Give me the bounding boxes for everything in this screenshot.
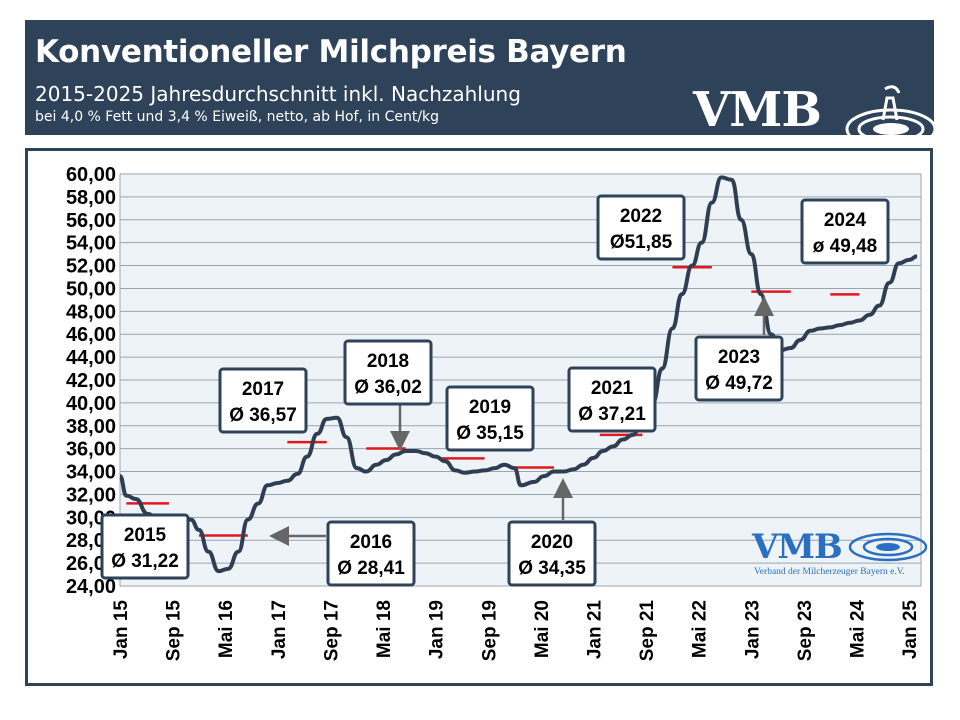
callout-2023: 2023 Ø 49,72 xyxy=(694,335,784,402)
callout-value: Ø 28,41 xyxy=(337,558,405,579)
vmb-bottom-swirl-icon xyxy=(848,532,928,562)
y-tick-label: 44,00 xyxy=(66,347,116,369)
vmb-logo-text: VMB xyxy=(693,82,822,138)
callout-year: 2015 xyxy=(124,525,167,546)
callout-2024: 2024 ø 49,48 xyxy=(800,198,890,265)
x-tick-label: Sep 21 xyxy=(637,600,658,662)
callout-value: Ø 31,22 xyxy=(111,551,179,572)
callout-year: 2016 xyxy=(350,532,392,553)
y-tick-label: 32,00 xyxy=(66,484,116,506)
callout-box xyxy=(596,194,686,261)
y-tick-label: 48,00 xyxy=(66,301,116,323)
x-tick-label: Mai 24 xyxy=(848,600,869,659)
price-line-series xyxy=(118,175,918,574)
vmb-swirl-icon xyxy=(845,85,937,150)
page-note: bei 4,0 % Fett und 3,4 % Eiweiß, netto, … xyxy=(35,109,440,125)
callout-box xyxy=(507,520,597,587)
x-tick-label: Jan 15 xyxy=(111,600,132,660)
callout-value: Ø 37,21 xyxy=(578,404,646,425)
callout-2018: 2018 Ø 36,02 xyxy=(343,339,433,406)
y-tick-label: 42,00 xyxy=(66,370,116,392)
header-banner: Konventioneller Milchpreis Bayern 2015-2… xyxy=(25,20,937,150)
average-lines xyxy=(126,266,860,537)
callout-value: ø 49,48 xyxy=(813,236,877,257)
x-tick-label: Sep 17 xyxy=(321,600,342,661)
y-tick-label: 36,00 xyxy=(66,439,116,461)
y-tick-label: 60,00 xyxy=(66,164,116,186)
callout-value: Ø 49,72 xyxy=(705,373,773,394)
y-tick-label: 24,00 xyxy=(66,576,116,598)
callout-value: Ø 36,02 xyxy=(354,377,422,398)
y-tick-label: 38,00 xyxy=(66,416,116,438)
average-callouts: 2015 Ø 31,22 2016 Ø 28,41 2017 Ø 36,57 2018 Ø 3… xyxy=(100,194,890,587)
callout-box xyxy=(100,513,190,580)
callout-box xyxy=(343,339,433,406)
callout-year: 2018 xyxy=(367,351,409,372)
x-tick-label: Mai 20 xyxy=(532,600,553,658)
callout-value: Ø51,85 xyxy=(610,232,673,253)
callout-box xyxy=(800,198,890,265)
callout-year: 2023 xyxy=(718,347,760,368)
callout-box xyxy=(694,335,784,402)
callout-2017: 2017 Ø 36,57 xyxy=(218,367,308,434)
callout-2016: 2016 Ø 28,41 xyxy=(326,520,416,587)
x-tick-label: Mai 16 xyxy=(216,600,237,658)
x-tick-label: Jan 17 xyxy=(269,600,290,659)
callout-year: 2017 xyxy=(242,379,284,400)
y-tick-label: 46,00 xyxy=(66,324,116,346)
y-tick-label: 52,00 xyxy=(66,256,116,278)
x-tick-label: Jan 19 xyxy=(427,600,448,659)
x-tick-label: Sep 23 xyxy=(795,600,816,661)
milk-price-chart: 24,0026,0028,0030,0032,0034,0036,0038,00… xyxy=(66,164,922,662)
y-tick-label: 34,00 xyxy=(66,462,116,484)
x-tick-label: Jan 21 xyxy=(584,600,605,660)
callout-year: 2022 xyxy=(620,206,662,227)
y-tick-label: 54,00 xyxy=(66,233,116,255)
callout-year: 2020 xyxy=(531,532,573,553)
callout-2019: 2019 Ø 35,15 xyxy=(445,385,535,452)
x-tick-label: Mai 22 xyxy=(690,600,711,658)
callout-value: Ø 34,35 xyxy=(518,558,586,579)
callout-2021: 2021 Ø 37,21 xyxy=(567,366,657,433)
y-tick-label: 40,00 xyxy=(66,393,116,415)
callout-year: 2024 xyxy=(824,210,867,231)
callout-box xyxy=(326,520,416,587)
callout-box xyxy=(445,385,535,452)
callout-2015: 2015 Ø 31,22 xyxy=(100,513,190,580)
y-tick-label: 58,00 xyxy=(66,187,116,209)
x-tick-label: Jan 25 xyxy=(900,600,921,660)
vmb-bottom-subtitle: Verband der Milcherzeuger Bayern e.V. xyxy=(754,567,905,577)
callout-box xyxy=(567,366,657,433)
callout-value: Ø 35,15 xyxy=(456,423,524,444)
annotation-arrows xyxy=(269,296,774,546)
x-tick-label: Jan 23 xyxy=(742,600,763,659)
x-tick-label: Sep 19 xyxy=(479,600,500,661)
callout-year: 2021 xyxy=(591,378,634,399)
page-subtitle: 2015-2025 Jahresdurchschnitt inkl. Nachz… xyxy=(35,82,521,106)
vmb-bottom-logo: VMB xyxy=(752,527,843,567)
chart-frame: 24,00 26,00 28,00 30,00 32,00 34,00 36,00 38,00… xyxy=(25,148,933,686)
callout-box xyxy=(218,367,308,434)
callout-2022: 2022 Ø51,85 xyxy=(596,194,686,261)
callout-value: Ø 36,57 xyxy=(229,405,297,426)
x-tick-label: Mai 18 xyxy=(374,600,395,658)
x-axis: Jan 15 Sep 15 Mai 16 Jan 17 Sep 17 Mai 18 Jan … xyxy=(111,600,921,662)
callout-2020: 2020 Ø 34,35 xyxy=(507,520,597,587)
callout-year: 2019 xyxy=(469,397,511,418)
y-tick-label: 50,00 xyxy=(66,278,116,300)
x-tick-label: Sep 15 xyxy=(164,600,185,662)
y-tick-label: 56,00 xyxy=(66,210,116,232)
page-title: Konventioneller Milchpreis Bayern xyxy=(35,34,627,70)
